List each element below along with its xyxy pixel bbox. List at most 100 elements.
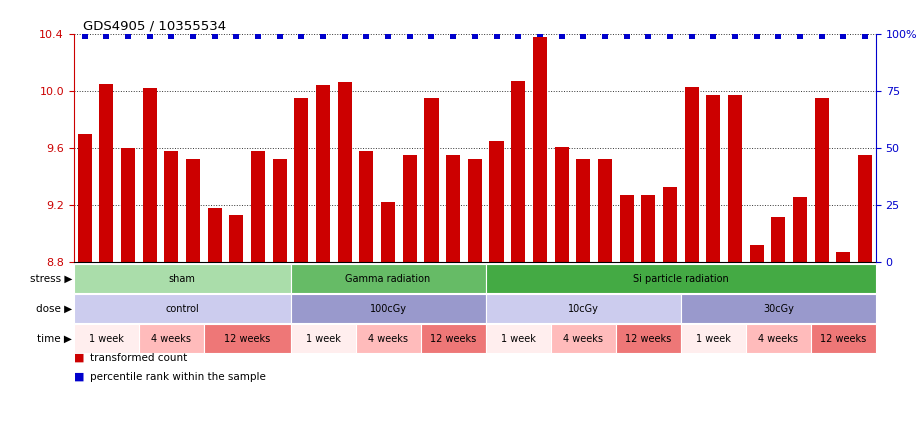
Point [793, 33, 808, 39]
Point [511, 33, 526, 39]
FancyBboxPatch shape [420, 324, 486, 353]
Text: time ▶: time ▶ [37, 334, 72, 343]
Text: 12 weeks: 12 weeks [430, 334, 477, 343]
Point [142, 33, 157, 39]
Bar [772, 217, 786, 262]
Bar [467, 159, 482, 262]
Text: transformed count: transformed count [90, 353, 187, 363]
FancyBboxPatch shape [290, 264, 486, 293]
Bar [121, 148, 135, 262]
Text: 1 week: 1 week [696, 334, 731, 343]
Text: ■: ■ [74, 372, 84, 382]
Point [337, 33, 352, 39]
Point [467, 33, 482, 39]
Bar [403, 155, 417, 262]
Point [554, 33, 569, 39]
Text: 12 weeks: 12 weeks [224, 334, 270, 343]
Bar [230, 215, 243, 262]
Point [620, 33, 634, 39]
Point [576, 33, 591, 39]
Bar [706, 95, 720, 262]
Point [857, 33, 872, 39]
Text: sham: sham [169, 274, 195, 283]
Point [121, 33, 136, 39]
FancyBboxPatch shape [746, 324, 810, 353]
Bar [554, 147, 569, 262]
Bar [446, 155, 460, 262]
FancyBboxPatch shape [290, 324, 356, 353]
Text: GDS4905 / 10355534: GDS4905 / 10355534 [83, 19, 226, 32]
Point [164, 33, 179, 39]
Bar [750, 245, 763, 262]
Bar [186, 159, 200, 262]
Point [814, 33, 829, 39]
Point [445, 33, 460, 39]
FancyBboxPatch shape [74, 294, 290, 323]
Bar [337, 82, 352, 262]
FancyBboxPatch shape [356, 324, 420, 353]
Text: percentile rank within the sample: percentile rank within the sample [90, 372, 266, 382]
Point [424, 33, 439, 39]
Text: Gamma radiation: Gamma radiation [346, 274, 431, 283]
Text: Si particle radiation: Si particle radiation [632, 274, 728, 283]
Bar [597, 159, 612, 262]
Text: 4 weeks: 4 weeks [563, 334, 603, 343]
Text: 12 weeks: 12 weeks [625, 334, 671, 343]
Point [251, 33, 266, 39]
FancyBboxPatch shape [680, 294, 876, 323]
Point [315, 33, 330, 39]
Point [207, 33, 222, 39]
Text: 30cGy: 30cGy [762, 304, 794, 313]
FancyBboxPatch shape [204, 324, 290, 353]
Point [533, 30, 548, 37]
FancyBboxPatch shape [810, 324, 876, 353]
Point [727, 33, 742, 39]
Point [597, 33, 612, 39]
Bar [728, 95, 742, 262]
Point [684, 33, 699, 39]
FancyBboxPatch shape [486, 294, 680, 323]
FancyBboxPatch shape [74, 264, 290, 293]
Text: ■: ■ [74, 353, 84, 363]
Point [381, 33, 396, 39]
Text: dose ▶: dose ▶ [36, 304, 72, 313]
Bar [424, 98, 439, 262]
Point [750, 33, 764, 39]
Text: 1 week: 1 week [305, 334, 340, 343]
FancyBboxPatch shape [139, 324, 204, 353]
FancyBboxPatch shape [290, 294, 486, 323]
Point [836, 33, 851, 39]
Text: 4 weeks: 4 weeks [151, 334, 192, 343]
Bar [858, 155, 872, 262]
Text: control: control [165, 304, 199, 313]
Bar [100, 84, 113, 262]
Point [229, 33, 243, 39]
Point [663, 33, 678, 39]
Point [77, 33, 92, 39]
Point [490, 33, 504, 39]
Point [402, 33, 417, 39]
Bar [294, 98, 309, 262]
Bar [316, 85, 330, 262]
Bar [533, 37, 547, 262]
Bar [360, 151, 373, 262]
Point [771, 33, 786, 39]
FancyBboxPatch shape [550, 324, 616, 353]
Point [359, 33, 373, 39]
FancyBboxPatch shape [616, 324, 680, 353]
Text: 1 week: 1 week [89, 334, 124, 343]
Text: 10cGy: 10cGy [568, 304, 598, 313]
Bar [77, 134, 91, 262]
Bar [684, 87, 699, 262]
Bar [663, 187, 677, 262]
Bar [620, 195, 633, 262]
Text: 4 weeks: 4 weeks [368, 334, 408, 343]
Bar [490, 141, 503, 262]
Bar [251, 151, 266, 262]
Bar [511, 81, 526, 262]
Text: stress ▶: stress ▶ [30, 274, 72, 283]
Text: 4 weeks: 4 weeks [758, 334, 798, 343]
Bar [576, 159, 590, 262]
Text: 12 weeks: 12 weeks [821, 334, 867, 343]
Bar [836, 252, 850, 262]
